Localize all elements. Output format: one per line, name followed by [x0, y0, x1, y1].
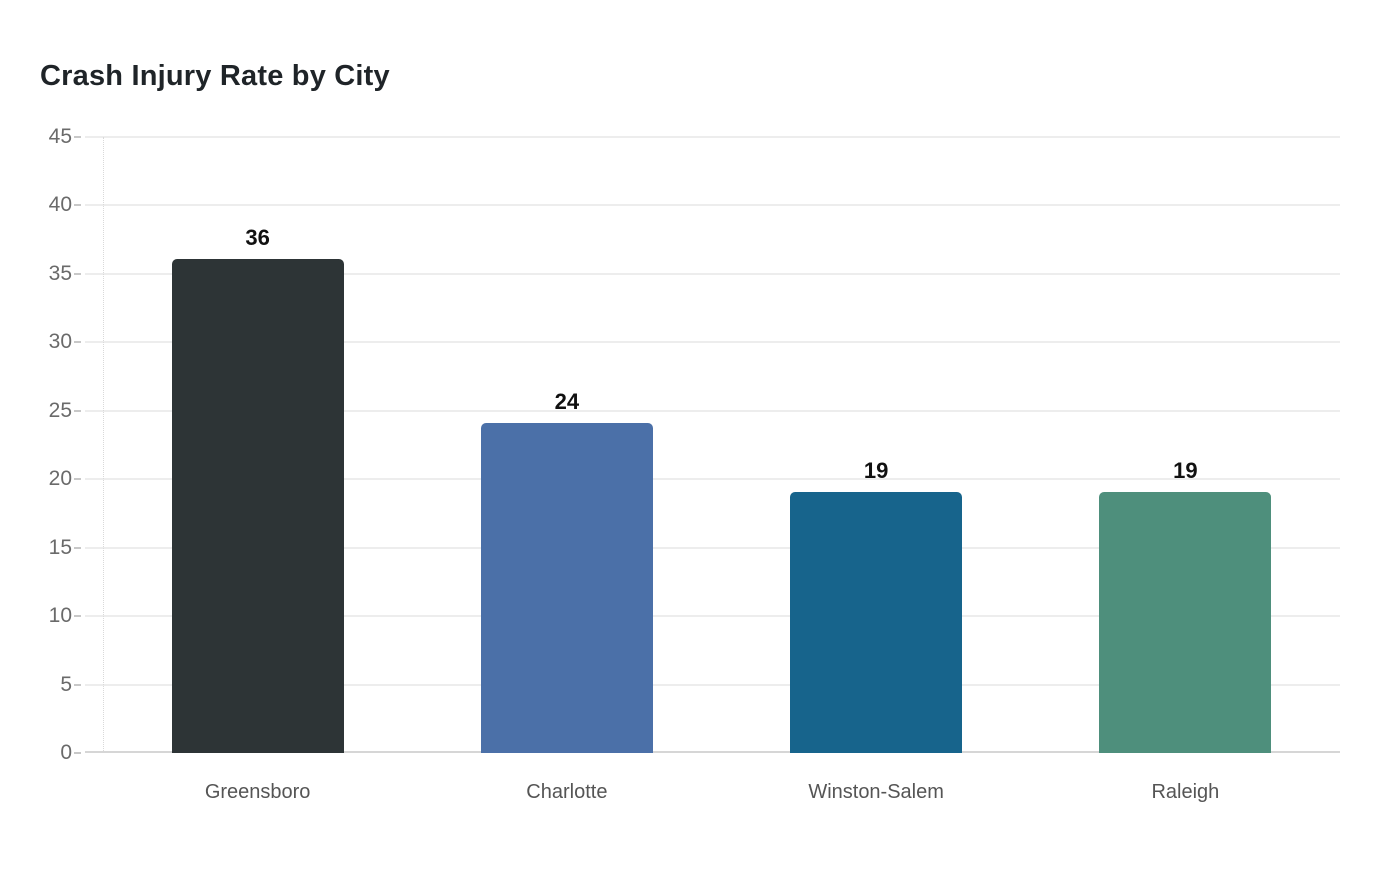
y-tick-mark-25 — [74, 409, 81, 412]
y-tick-label-0: 0 — [60, 741, 72, 764]
y-tick-mark-30 — [74, 341, 81, 344]
bar-raleigh — [1099, 491, 1272, 753]
y-tick-mark-35 — [74, 272, 81, 275]
x-category-label-raleigh: Raleigh — [1151, 781, 1220, 803]
value-label-winston-salem: 19 — [863, 457, 889, 483]
value-label-raleigh: 19 — [1173, 457, 1198, 483]
bar-winston-salem — [790, 491, 963, 753]
plot-area: 45 40 35 30 25 20 15 10 5 0 36 Greensboro 24 Charlott… — [49, 125, 1340, 803]
chart-title: Crash Injury Rate by City — [40, 60, 390, 92]
y-tick-mark-20 — [74, 478, 81, 481]
gridline-20 — [85, 478, 1340, 481]
y-tick-label-25: 25 — [48, 398, 72, 422]
value-label-charlotte: 24 — [554, 389, 580, 415]
x-category-label-winston-salem: Winston-Salem — [808, 781, 944, 803]
gridline-30 — [85, 341, 1340, 344]
y-tick-label-10: 10 — [48, 604, 72, 628]
gridline-45 — [85, 136, 1340, 138]
y-tick-label-30: 30 — [48, 330, 72, 354]
gridline-15 — [85, 546, 1340, 549]
y-tick-mark-5 — [74, 683, 81, 686]
value-label-greensboro: 36 — [245, 225, 270, 251]
y-tick-label-40: 40 — [48, 193, 72, 217]
gridline-40 — [85, 204, 1340, 207]
bar-greensboro — [171, 259, 344, 753]
y-tick-mark-45 — [74, 136, 81, 138]
y-axis-line — [103, 137, 104, 753]
gridline-25 — [85, 409, 1340, 412]
gridline-35 — [85, 272, 1340, 275]
x-axis-line — [85, 751, 1340, 753]
x-category-label-charlotte: Charlotte — [526, 781, 608, 803]
y-tick-mark-0 — [74, 752, 81, 754]
y-tick-label-20: 20 — [48, 467, 72, 491]
y-tick-mark-40 — [74, 204, 81, 207]
x-category-label-greensboro: Greensboro — [204, 781, 311, 803]
y-tick-label-15: 15 — [48, 535, 72, 559]
y-tick-label-35: 35 — [48, 261, 72, 285]
bar-charlotte — [480, 423, 653, 753]
y-tick-mark-10 — [74, 615, 81, 618]
gridline-10 — [85, 615, 1340, 618]
y-tick-label-5: 5 — [60, 672, 72, 696]
gridline-5 — [85, 683, 1340, 686]
y-tick-label-45: 45 — [48, 125, 72, 148]
y-tick-mark-15 — [74, 546, 81, 549]
